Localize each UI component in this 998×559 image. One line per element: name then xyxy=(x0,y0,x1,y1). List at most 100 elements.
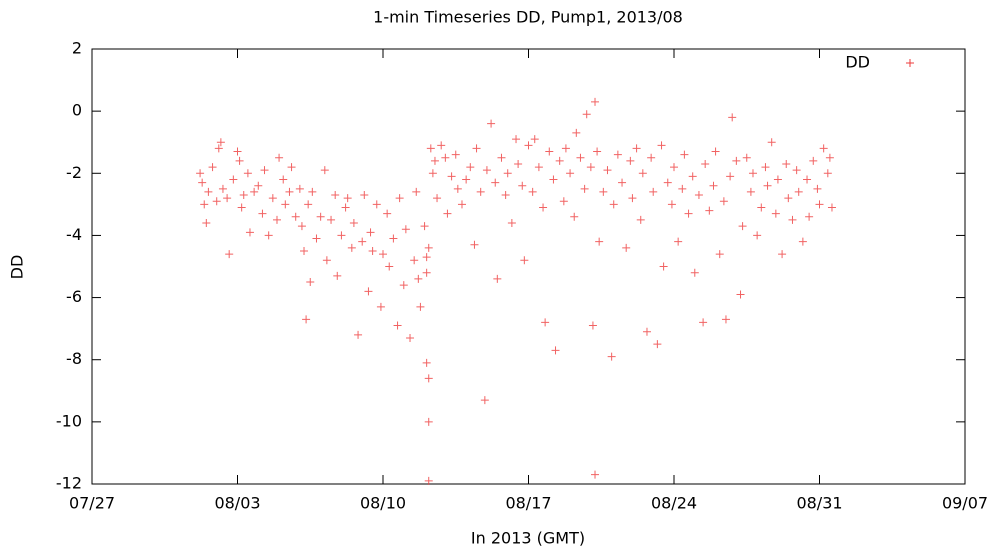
point xyxy=(825,153,834,162)
point xyxy=(582,110,591,119)
point xyxy=(422,268,431,277)
point xyxy=(566,169,575,178)
point xyxy=(424,476,433,485)
point xyxy=(237,203,246,212)
point xyxy=(424,243,433,252)
x-tick-label: 08/17 xyxy=(505,494,551,513)
point xyxy=(827,203,836,212)
point xyxy=(572,128,581,137)
point xyxy=(406,333,415,342)
point xyxy=(534,163,543,172)
point xyxy=(260,166,269,175)
point xyxy=(823,169,832,178)
point xyxy=(208,163,217,172)
point xyxy=(437,141,446,150)
point xyxy=(715,250,724,259)
legend-label: DD xyxy=(845,53,870,72)
point xyxy=(642,327,651,336)
point xyxy=(493,274,502,283)
point xyxy=(599,187,608,196)
x-tick-label: 07/27 xyxy=(69,494,115,513)
point xyxy=(663,178,672,187)
point xyxy=(360,191,369,200)
point xyxy=(618,178,627,187)
point xyxy=(480,396,489,405)
point xyxy=(383,209,392,218)
point xyxy=(555,156,564,165)
y-axis-label: DD xyxy=(8,255,27,280)
point xyxy=(420,222,429,231)
point xyxy=(312,234,321,243)
point xyxy=(748,169,757,178)
point xyxy=(746,187,755,196)
point xyxy=(322,256,331,265)
point xyxy=(337,231,346,240)
point xyxy=(539,203,548,212)
point xyxy=(551,346,560,355)
point xyxy=(316,212,325,221)
point xyxy=(528,187,537,196)
point xyxy=(507,219,516,227)
point xyxy=(732,156,741,165)
point xyxy=(225,250,234,259)
point xyxy=(385,262,394,271)
point xyxy=(275,153,284,162)
point xyxy=(366,228,375,237)
point xyxy=(501,191,510,200)
point xyxy=(657,141,666,150)
point xyxy=(753,231,762,240)
point xyxy=(347,243,356,252)
point xyxy=(453,184,462,193)
point xyxy=(647,153,656,162)
point xyxy=(782,159,791,168)
point xyxy=(767,138,776,147)
y-tick-label: -12 xyxy=(56,474,82,493)
point xyxy=(607,352,616,361)
point xyxy=(595,237,604,246)
point xyxy=(636,215,645,224)
point xyxy=(233,147,242,156)
point xyxy=(721,315,730,324)
point xyxy=(530,135,539,144)
x-tick-label: 09/07 xyxy=(942,494,988,513)
point xyxy=(281,200,290,209)
point xyxy=(424,417,433,426)
x-tick-label: 08/10 xyxy=(360,494,406,513)
point xyxy=(414,274,423,283)
point xyxy=(512,135,521,144)
y-tick-label: 0 xyxy=(72,101,82,120)
point xyxy=(815,200,824,209)
point xyxy=(297,222,306,231)
point xyxy=(358,237,367,246)
point xyxy=(399,281,408,290)
point xyxy=(586,163,595,172)
point xyxy=(622,243,631,252)
point xyxy=(426,144,435,153)
point xyxy=(393,321,402,330)
point xyxy=(761,163,770,172)
point xyxy=(719,197,728,206)
point xyxy=(441,153,450,162)
point xyxy=(428,169,437,178)
point xyxy=(591,97,600,106)
point xyxy=(603,166,612,175)
point xyxy=(447,172,456,181)
point xyxy=(433,194,442,203)
point xyxy=(773,175,782,184)
point xyxy=(300,246,309,255)
point xyxy=(416,302,425,311)
point xyxy=(410,256,419,265)
point xyxy=(212,197,221,206)
point xyxy=(412,187,421,196)
point xyxy=(690,268,699,277)
point xyxy=(264,231,273,240)
point xyxy=(372,200,381,209)
point xyxy=(771,209,780,218)
point xyxy=(518,181,527,190)
point xyxy=(549,175,558,184)
point xyxy=(401,225,410,234)
point xyxy=(763,181,772,190)
point xyxy=(343,194,352,203)
point xyxy=(632,144,641,153)
point xyxy=(570,212,579,221)
